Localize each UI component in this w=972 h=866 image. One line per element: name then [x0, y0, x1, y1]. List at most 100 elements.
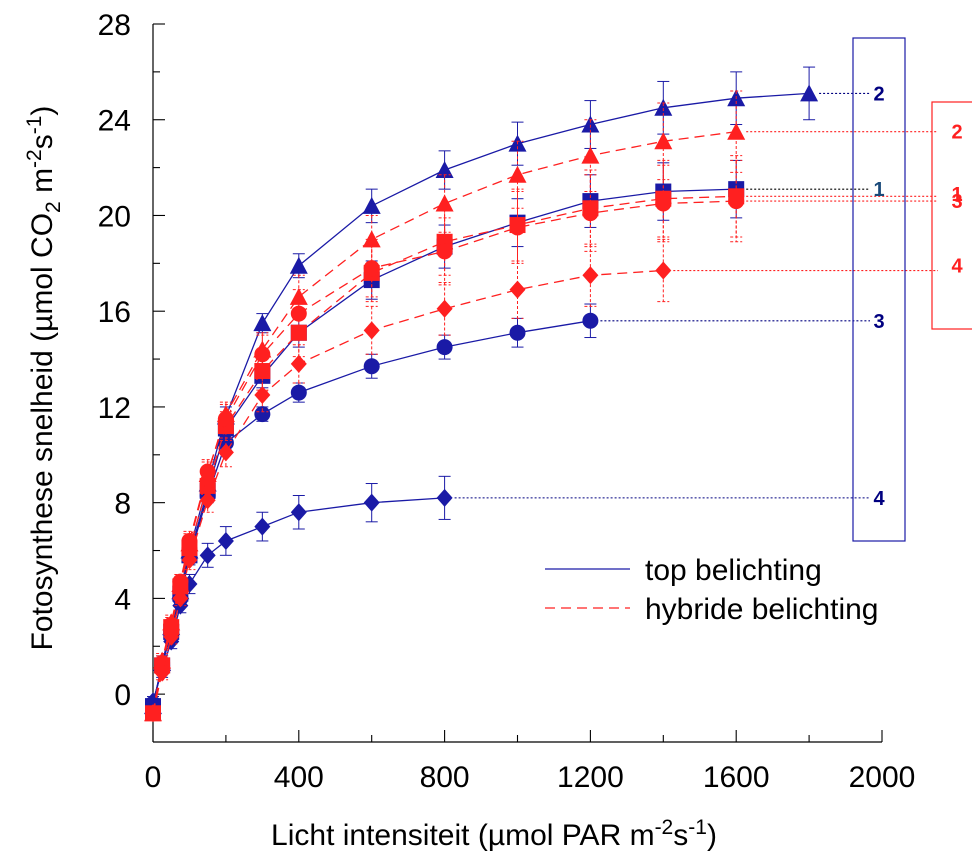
x-axis-label-end: ): [707, 819, 717, 852]
x-axis-ticks: 0 400 800 1200 1600 2000: [145, 730, 916, 794]
data-point: [363, 358, 380, 375]
x-tick-label: 1600: [703, 761, 770, 794]
y-tick-label: 20: [98, 200, 131, 233]
y-tick-label: 0: [114, 679, 131, 712]
data-point: [363, 260, 380, 277]
y-tick-label: 28: [98, 9, 131, 42]
data-point: [363, 493, 380, 512]
x-axis-label-exp2: -1: [688, 816, 707, 839]
series-line: [152, 269, 664, 714]
y-axis-label-mid2: s: [26, 134, 59, 149]
series-tag-top-4: 4: [873, 488, 885, 510]
y-axis-label-end: ): [26, 106, 59, 116]
series-tag-hybrid-2: 2: [951, 122, 962, 144]
data-point: [154, 663, 171, 682]
data-point: [172, 573, 189, 590]
data-point: [436, 339, 453, 356]
data-point: [508, 165, 527, 183]
data-point: [290, 503, 307, 522]
data-point: [181, 551, 198, 570]
data-point: [581, 146, 600, 164]
series-line: [152, 195, 737, 714]
series-layer: [144, 66, 819, 723]
series-tag-top-1: 1: [873, 179, 884, 201]
x-axis-label-exp1: -2: [655, 816, 674, 839]
data-point: [436, 243, 453, 260]
series-hybrid-2: [144, 90, 746, 722]
y-tick-label: 12: [98, 392, 131, 425]
data-point: [436, 299, 453, 318]
x-axis-label-mid: s: [673, 819, 688, 852]
legend: top belichting hybride belichting: [545, 554, 878, 626]
data-point: [172, 589, 189, 608]
series-hybrid-4: [145, 238, 672, 723]
series-hybrid-3: [145, 159, 745, 722]
series-guide-lines: [454, 92, 938, 499]
data-point: [509, 219, 526, 236]
series-tag-hybrid-3: 3: [951, 191, 962, 213]
y-tick-label: 8: [114, 488, 131, 521]
y-tick-label: 4: [114, 583, 131, 616]
series-top-4: [145, 475, 453, 711]
data-point: [254, 406, 271, 423]
x-tick-label: 800: [420, 761, 470, 794]
data-point: [654, 98, 673, 116]
data-point: [582, 205, 599, 222]
data-point: [509, 280, 526, 299]
legend-label-hybrid: hybride belichting: [645, 593, 878, 626]
data-point: [253, 314, 272, 332]
x-tick-label: 0: [145, 761, 162, 794]
data-point: [581, 115, 600, 133]
data-point: [582, 312, 599, 329]
data-point: [217, 531, 234, 550]
hybrid-group-box: [931, 101, 972, 330]
data-point: [362, 196, 381, 214]
data-point: [435, 160, 454, 178]
data-point: [435, 194, 454, 212]
data-point: [655, 261, 672, 280]
x-axis-label: Licht intensiteit (µmol PAR m-2s-1): [271, 816, 717, 852]
top-group-box: [852, 37, 906, 542]
data-point: [290, 305, 307, 322]
series-tag-top-3: 3: [873, 311, 884, 333]
series-tag-hybrid-1: 1: [951, 184, 962, 206]
data-point: [655, 195, 672, 212]
x-tick-label: 1200: [557, 761, 624, 794]
data-point: [163, 616, 180, 633]
data-point: [436, 488, 453, 507]
data-point: [727, 122, 746, 140]
data-point: [654, 132, 673, 150]
y-axis-label-mid: m: [26, 168, 59, 201]
data-point: [800, 84, 819, 102]
data-point: [290, 384, 307, 401]
data-point: [290, 354, 307, 373]
data-point: [145, 704, 161, 723]
legend-label-top: top belichting: [645, 554, 822, 587]
data-point: [217, 410, 234, 427]
y-axis-ticks: 0 4 8 12 16 20 24 28: [98, 9, 165, 712]
series-tag-hybrid-4: 4: [951, 256, 963, 278]
y-axis-label-sub: 2: [42, 201, 65, 213]
y-axis-label-main: Fotosynthese snelheid (µmol CO: [26, 213, 59, 650]
y-tick-label: 24: [98, 105, 131, 138]
data-point: [254, 346, 271, 363]
data-point: [290, 324, 307, 341]
data-point: [217, 443, 234, 462]
data-point: [181, 532, 198, 549]
y-axis-label-exp1: -2: [23, 149, 46, 168]
data-point: [254, 517, 271, 536]
y-axis-label: Fotosynthese snelheid (µmol CO2 m-2s-1): [23, 106, 65, 651]
data-point: [199, 463, 216, 480]
data-point: [199, 491, 216, 510]
x-tick-label: 2000: [849, 761, 916, 794]
y-tick-label: 16: [98, 296, 131, 329]
data-point: [254, 385, 271, 404]
y-axis-label-exp2: -1: [23, 116, 46, 135]
data-point: [728, 193, 745, 210]
series-tag-top-2: 2: [873, 83, 884, 105]
x-axis-label-main: Licht intensiteit (µmol PAR m: [271, 819, 655, 852]
data-point: [163, 627, 180, 646]
x-tick-label: 400: [274, 761, 324, 794]
